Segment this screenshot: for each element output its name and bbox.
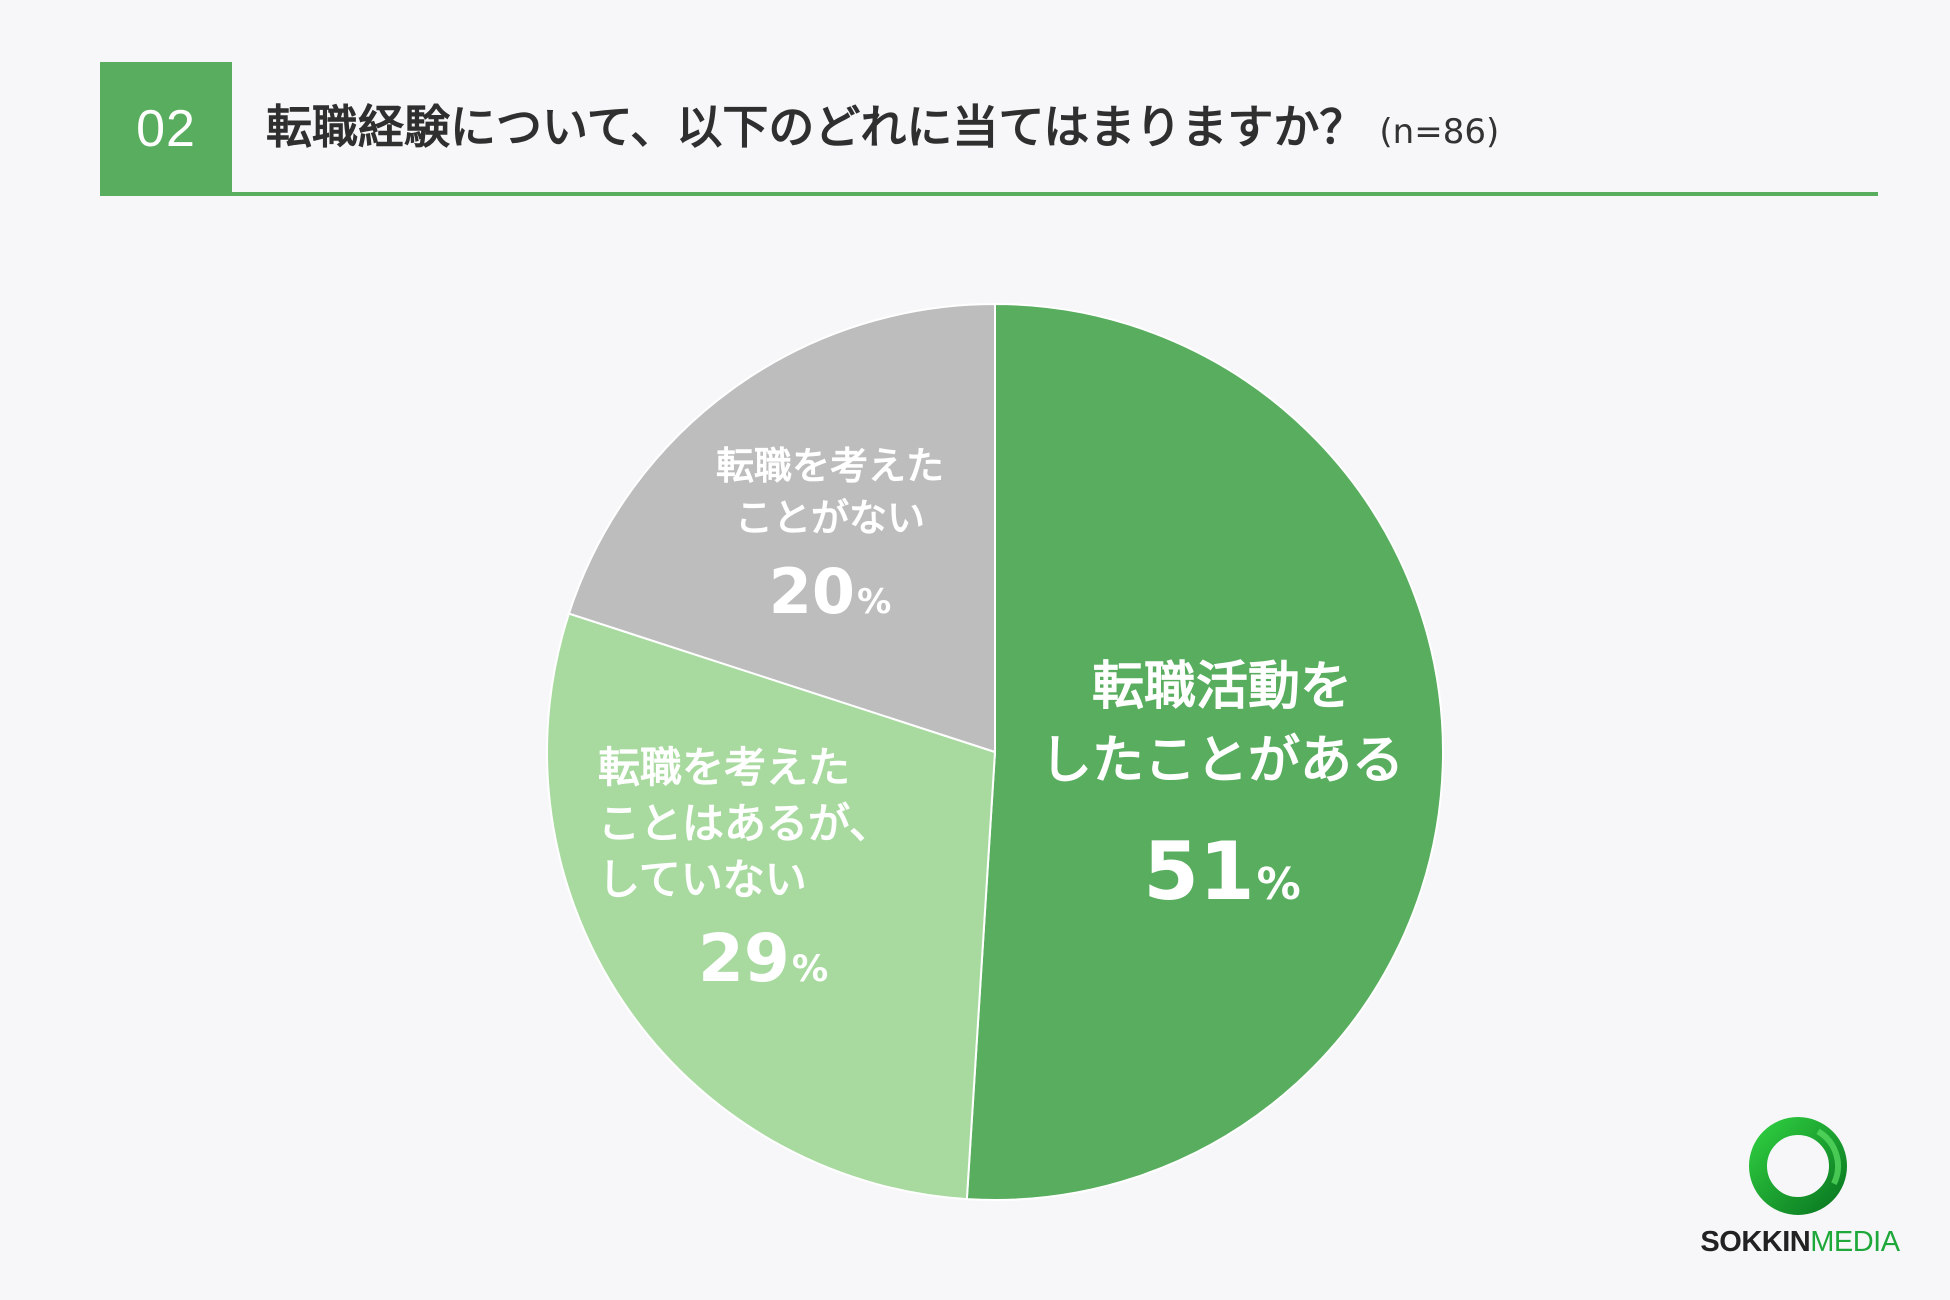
ring-logo-icon xyxy=(1749,1117,1847,1215)
slice-label-considered: 転職を考えた ことはあるが、 していない 29% xyxy=(598,740,958,1014)
slice-label-text: 転職を考えた ことはあるが、 していない xyxy=(598,743,892,904)
question-text: 転職経験について、以下のどれに当てはまりますか？ xyxy=(266,100,1366,154)
brand-logo: SOKKINMEDIA xyxy=(1690,1108,1910,1268)
slice-label-text: 転職を考えた ことがない xyxy=(715,444,944,540)
header-divider xyxy=(100,192,1878,196)
slice-percentage: 20% xyxy=(768,555,892,628)
slice-percentage: 51% xyxy=(1143,825,1301,918)
sample-size: (n=86) xyxy=(1379,112,1500,152)
slice-label-text: 転職活動を したことがある xyxy=(1039,657,1404,791)
chart-header: 02 転職経験について、以下のどれに当てはまりますか？ (n=86) xyxy=(100,62,1878,196)
question-number: 02 xyxy=(100,62,232,196)
pie-slice-0 xyxy=(965,302,1444,1201)
chart-title: 転職経験について、以下のどれに当てはまりますか？ (n=86) xyxy=(266,92,1499,167)
slice-percentage: 29% xyxy=(698,920,829,997)
slice-label-job-change: 転職活動を したことがある 51% xyxy=(1012,650,1432,945)
pie-slice-1 xyxy=(546,612,997,1201)
slice-label-never: 転職を考えた ことがない 20% xyxy=(680,440,980,642)
pie-slice-2 xyxy=(567,302,996,754)
logo-wordmark: SOKKINMEDIA xyxy=(1700,1226,1900,1258)
